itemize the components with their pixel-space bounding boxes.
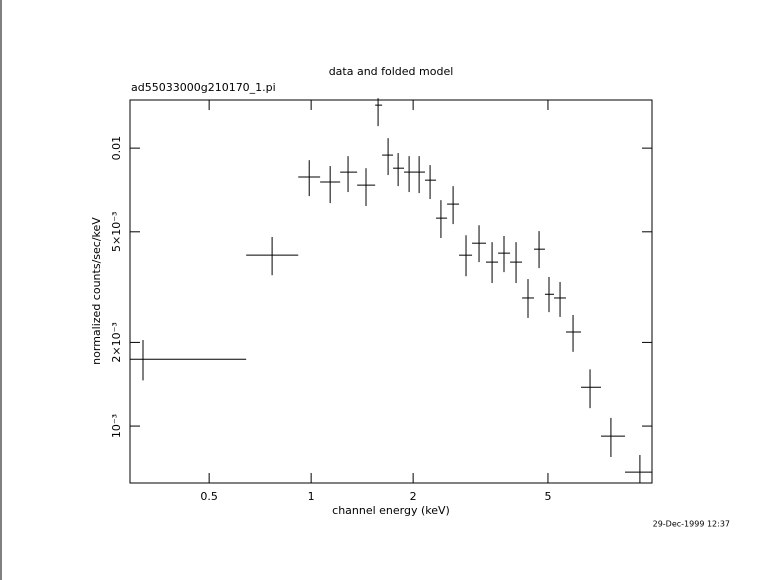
y-tick-label: 0.01: [110, 136, 123, 161]
y-tick-label: 2×10⁻³: [110, 322, 123, 362]
y-tick-label: 10⁻³: [110, 414, 123, 438]
timestamp: 29-Dec-1999 12:37: [653, 520, 730, 529]
y-axis-label: normalized counts/sec/keV: [90, 217, 103, 365]
data-points: [130, 98, 652, 483]
chart-title: data and folded model: [329, 65, 454, 78]
x-axis-label: channel energy (keV): [332, 504, 450, 517]
chart-subtitle: ad55033000g210170_1.pi: [131, 81, 276, 94]
x-tick-label: 0.5: [200, 490, 218, 503]
x-tick-label: 5: [544, 490, 551, 503]
x-tick-label: 2: [410, 490, 417, 503]
y-tick-label: 5×10⁻³: [110, 212, 123, 252]
x-tick-label: 1: [308, 490, 315, 503]
plot-frame: [129, 99, 653, 484]
